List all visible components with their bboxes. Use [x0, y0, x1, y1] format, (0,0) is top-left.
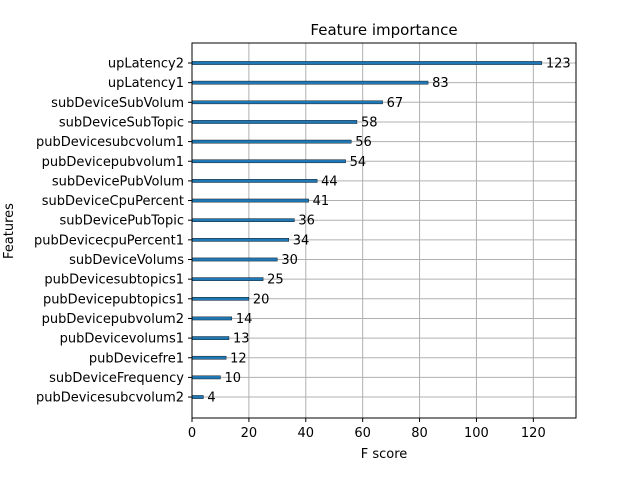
y-tick-label: subDeviceSubVolum	[51, 96, 184, 111]
y-tick-label: pubDevicepubtopics1	[43, 292, 184, 307]
y-tick-label: subDeviceVolums	[69, 253, 184, 268]
data-label: 56	[355, 135, 372, 150]
bar-pubDevicesubtopics1	[191, 277, 264, 281]
x-tick-label: 120	[521, 426, 546, 441]
x-tick-label: 20	[241, 426, 258, 441]
y-tick-label: subDevicePubTopic	[59, 214, 184, 229]
data-label: 12	[230, 351, 247, 366]
bar-pubDevicecpuPercent1	[191, 238, 289, 242]
bar-subDeviceSubVolum	[191, 100, 383, 105]
bar-upLatency2	[191, 61, 543, 65]
data-label: 34	[293, 233, 310, 248]
bar-subDeviceFrequency	[191, 375, 221, 380]
bar-pubDevicefre1	[191, 355, 227, 360]
x-tick-label: 0	[188, 426, 196, 441]
y-tick-label: pubDevicefre1	[89, 351, 184, 366]
bar-subDeviceCpuPercent	[191, 198, 309, 203]
data-label: 20	[253, 292, 270, 307]
bar-pubDevicepubtopics1	[191, 297, 250, 301]
x-tick-label: 40	[298, 426, 315, 441]
data-label: 44	[321, 174, 338, 189]
y-tick-label: pubDevicecpuPercent1	[34, 233, 184, 248]
data-label: 123	[546, 57, 571, 72]
y-tick-label: pubDevicesubtopics1	[44, 273, 184, 288]
bar-pubDevicevolums1	[191, 336, 230, 340]
bar-subDeviceVolums	[191, 257, 278, 262]
bar-pubDevicepubvolum2	[191, 316, 233, 321]
bar-subDevicePubTopic	[191, 218, 295, 223]
plot-area: 0 20 40 60 80 100 120 upLatency2 123 upLatency1 83…	[34, 42, 577, 441]
y-tick-label: pubDevicevolums1	[60, 332, 184, 347]
data-label: 83	[432, 76, 449, 91]
data-label: 67	[387, 96, 404, 111]
y-tick-label: upLatency2	[108, 57, 184, 72]
data-label: 4	[207, 391, 215, 406]
x-axis-label: F score	[361, 447, 408, 462]
data-label: 13	[233, 332, 250, 347]
data-label: 14	[236, 312, 253, 327]
y-tick-label: subDeviceCpuPercent	[42, 194, 184, 209]
chart-title: Feature importance	[310, 21, 457, 39]
x-tick-label: 80	[411, 426, 428, 441]
data-label: 30	[281, 253, 298, 268]
x-tick-label: 60	[354, 426, 371, 441]
y-tick-label: pubDevicesubcvolum2	[36, 391, 184, 406]
y-tick-label: pubDevicesubcvolum1	[36, 135, 184, 150]
y-tick-label: pubDevicepubvolum1	[42, 155, 184, 170]
bar-pubDevicepubvolum1	[191, 159, 346, 164]
data-label: 25	[267, 273, 284, 288]
y-axis-label: Features	[2, 203, 17, 259]
y-tick-label: subDeviceSubTopic	[59, 115, 184, 130]
data-label: 54	[350, 155, 367, 170]
bar-upLatency1	[191, 80, 429, 85]
axes-frame	[191, 42, 577, 419]
y-tick-label: upLatency1	[108, 76, 184, 91]
bar-subDeviceSubTopic	[191, 120, 358, 124]
y-tick-label: pubDevicepubvolum2	[42, 312, 184, 327]
data-label: 41	[313, 194, 330, 209]
y-tick-label: subDevicePubVolum	[52, 174, 184, 189]
data-label: 58	[361, 115, 378, 130]
bar-subDevicePubVolum	[191, 179, 318, 183]
bar-pubDevicesubcvolum2	[191, 395, 204, 399]
bar-pubDevicesubcvolum1	[191, 139, 352, 144]
data-label: 10	[224, 371, 241, 386]
data-label: 36	[298, 214, 315, 229]
y-tick-label: subDeviceFrequency	[49, 371, 184, 386]
x-tick-label: 100	[464, 426, 489, 441]
